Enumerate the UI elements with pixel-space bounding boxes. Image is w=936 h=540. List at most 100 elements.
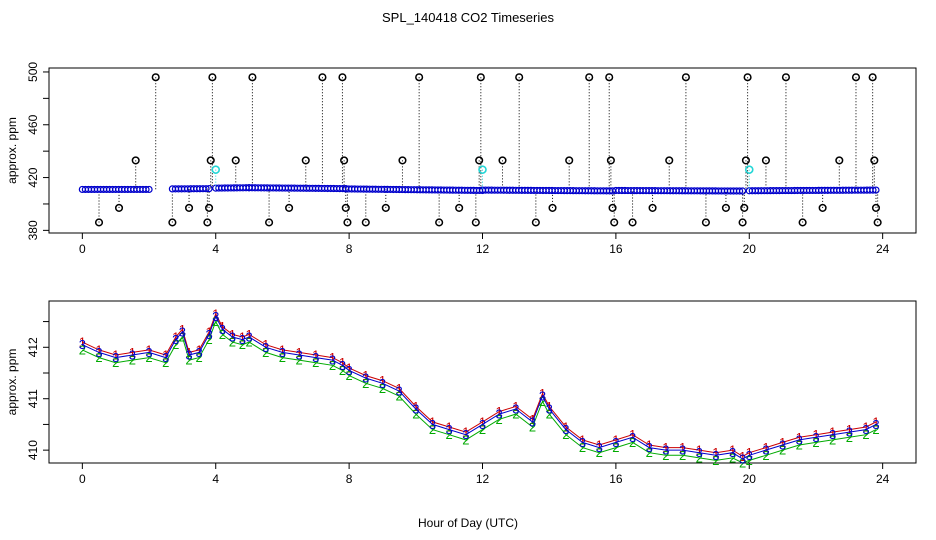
series-marker-1: 1 [812,427,819,442]
series-marker-3: 3 [95,345,102,360]
series-marker-2: 2 [205,332,212,347]
series-marker-2: 2 [245,335,252,350]
series-marker-1: 1 [646,438,653,453]
outlier-point [531,218,540,227]
series-marker-1: 1 [379,373,386,388]
outlier-point [265,218,274,227]
outlier-point [870,156,879,165]
series-marker-1: 1 [779,435,786,450]
series-marker-3: 3 [112,350,119,365]
baseline-point [738,187,747,195]
series-marker-3: 3 [739,451,746,466]
outlier-point [585,73,594,82]
series-marker-2: 2 [539,394,546,409]
series-marker-3: 3 [662,443,669,458]
series-marker-2: 2 [379,381,386,396]
series-marker-1: 1 [396,381,403,396]
series-marker-1: 1 [412,399,419,414]
series-marker-3: 3 [129,348,136,363]
series-marker-3: 3 [229,330,236,345]
series-marker-1: 1 [696,443,703,458]
series-marker-3: 3 [612,435,619,450]
series-marker-3: 3 [596,440,603,455]
series-marker-2: 2 [679,448,686,463]
series-marker-1: 1 [219,319,226,334]
series-marker-2: 2 [846,430,853,445]
series-marker-2: 2 [145,350,152,365]
series-marker-1: 1 [329,350,336,365]
series-marker-3: 3 [462,427,469,442]
series-marker-2: 2 [279,350,286,365]
series-marker-1: 1 [796,430,803,445]
outlier-point [665,156,674,165]
baseline-point [869,186,877,194]
series-marker-1: 1 [729,443,736,458]
outlier-point [131,156,140,165]
outlier-point [548,203,557,212]
series-marker-1: 1 [185,345,192,360]
series-marker-1: 1 [212,306,219,321]
outlier-point [606,156,615,165]
outlier-point [740,203,749,212]
outlier-point [94,218,104,227]
highlight-point [744,165,754,174]
series-marker-2: 2 [496,412,503,427]
series-marker-3: 3 [429,417,436,432]
x-tick-label: 0 [79,472,86,486]
y-tick-label: 420 [26,167,40,187]
outlier-point [231,156,240,165]
series-marker-2: 2 [462,432,469,447]
outlier-point [285,203,294,212]
highlight-point [211,165,221,174]
x-tick-label: 4 [212,242,219,256]
series-marker-3: 3 [185,348,192,363]
outlier-point [835,156,844,165]
series-marker-1: 1 [95,342,102,357]
series-marker-1: 1 [145,342,152,357]
series-marker-1: 1 [539,386,546,401]
series-marker-3: 3 [312,350,319,365]
outlier-point [721,203,730,212]
series-marker-2: 2 [612,440,619,455]
baseline-point [145,185,153,194]
outlier-point [605,73,614,82]
outlier-point [738,218,747,227]
series-marker-2: 2 [512,407,519,422]
series-marker-2: 2 [185,353,192,368]
series-marker-2: 2 [162,355,169,370]
outlier-point [381,203,390,212]
outlier-point [208,73,217,82]
outlier-point [435,218,444,227]
outlier-point [476,73,485,82]
outlier-point [203,218,212,227]
series-marker-1: 1 [596,438,603,453]
baseline-point [142,185,150,194]
outlier-point [873,218,882,227]
series-marker-3: 3 [345,363,352,378]
outlier-point [185,203,194,212]
series-marker-1: 1 [239,330,246,345]
series-marker-2: 2 [779,443,786,458]
series-marker-3: 3 [446,422,453,437]
series-marker-1: 1 [162,348,169,363]
series-marker-2: 2 [829,432,836,447]
series-marker-1: 1 [339,355,346,370]
series-marker-2: 2 [396,389,403,404]
series-marker-1: 1 [179,322,186,337]
y-tick-label: 411 [26,389,40,408]
series-marker-2: 2 [429,422,436,437]
series-marker-2: 2 [529,420,536,435]
outlier-point [361,218,370,227]
outlier-point [798,218,807,227]
outlier-point [565,156,574,165]
series-marker-3: 3 [339,358,346,373]
series-marker-3: 3 [245,330,252,345]
baseline-point [735,187,744,195]
series-marker-3: 3 [162,350,169,365]
series-marker-3: 3 [746,448,753,463]
series-marker-1: 1 [245,327,252,342]
series-marker-3: 3 [679,443,686,458]
outlier-point [761,156,770,165]
top-panel: 0 4 8 12 16 20 24 380 420 460 500 approx. ppm [5,62,917,256]
